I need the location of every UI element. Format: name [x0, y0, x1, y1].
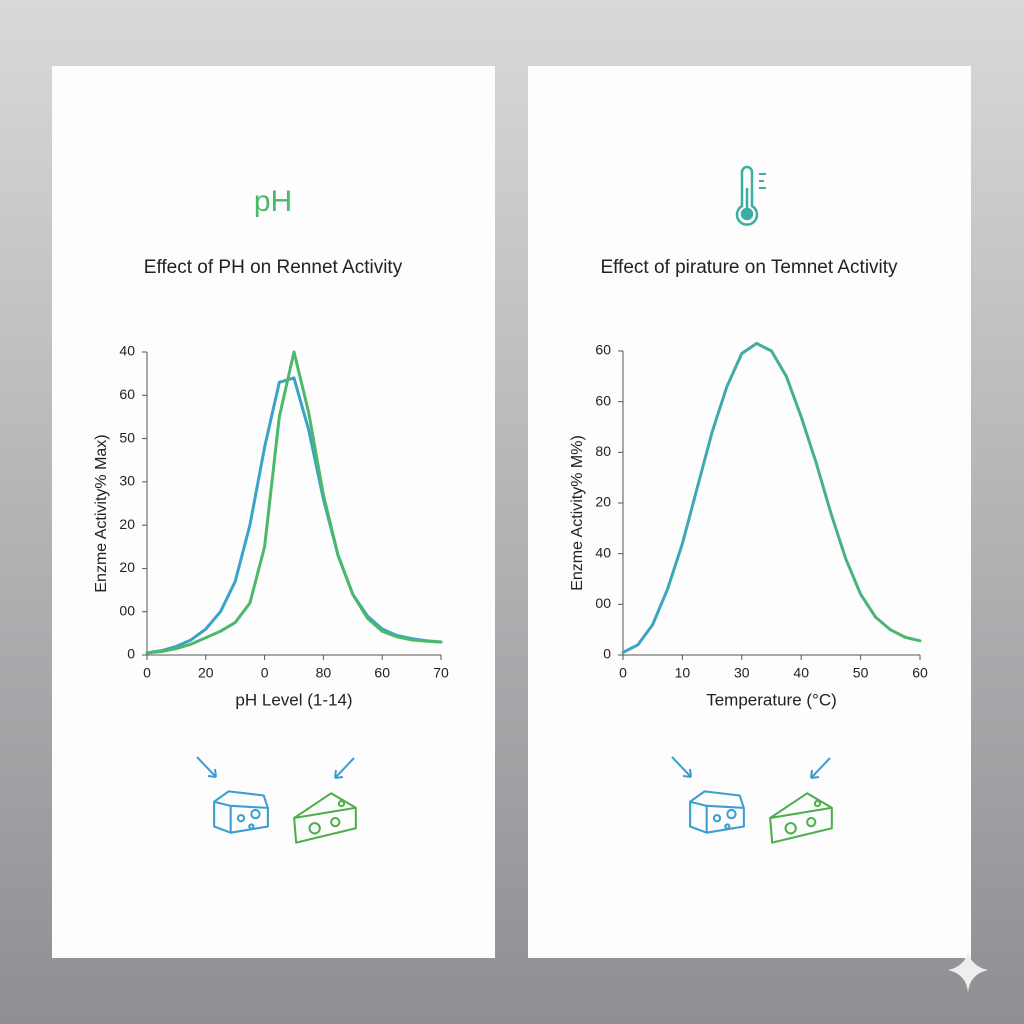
y-tick-label: 50	[119, 429, 135, 445]
y-tick-label: 80	[595, 443, 611, 459]
y-tick-label: 40	[595, 544, 611, 560]
arrow-icon	[671, 756, 692, 778]
arrow-icon	[334, 757, 355, 779]
line-series	[621, 341, 922, 654]
x-tick-label: 10	[675, 665, 691, 681]
x-tick-label: 0	[261, 665, 269, 681]
thermometer-icon	[735, 165, 766, 226]
y-tick-label: 00	[595, 595, 611, 611]
x-tick-label: 70	[433, 665, 449, 681]
x-tick-label: 30	[734, 665, 750, 681]
y-tick-label: 00	[119, 602, 135, 618]
x-tick-label: 40	[793, 665, 809, 681]
header: pH	[254, 185, 292, 218]
arrow-icon	[810, 757, 831, 779]
x-tick-label: 0	[143, 665, 151, 681]
sparkle-icon	[948, 950, 988, 992]
panel	[528, 66, 971, 958]
y-tick-label: 20	[119, 516, 135, 532]
y-tick-label: 0	[127, 646, 135, 662]
chart-title: Effect of pirature on Temnet Activity	[600, 257, 898, 278]
x-axis-label: Temperature (°C)	[706, 690, 837, 709]
x-tick-label: 0	[619, 665, 627, 681]
arrow-icon	[196, 756, 217, 778]
y-tick-label: 0	[603, 646, 611, 662]
y-tick-label: 60	[595, 392, 611, 408]
x-tick-label: 80	[316, 665, 332, 681]
line-series	[145, 350, 443, 655]
cheese-icons	[196, 756, 833, 844]
y-tick-label: 60	[595, 342, 611, 358]
y-tick-label: 30	[119, 473, 135, 489]
x-tick-label: 20	[198, 665, 214, 681]
y-tick-label: 40	[119, 343, 135, 359]
y-axis-label: Enzme Activity% Max)	[93, 434, 110, 592]
x-axis-label: pH Level (1-14)	[235, 690, 352, 709]
panel	[52, 66, 495, 958]
y-tick-label: 20	[119, 559, 135, 575]
x-tick-label: 50	[853, 665, 869, 681]
y-tick-label: 60	[119, 386, 135, 402]
x-tick-label: 60	[374, 665, 390, 681]
y-axis-label: Enzme Activity% M%)	[569, 435, 586, 591]
x-tick-label: 60	[912, 665, 928, 681]
chart-title: Effect of PH on Rennet Activity	[144, 257, 403, 278]
y-tick-label: 20	[595, 494, 611, 510]
